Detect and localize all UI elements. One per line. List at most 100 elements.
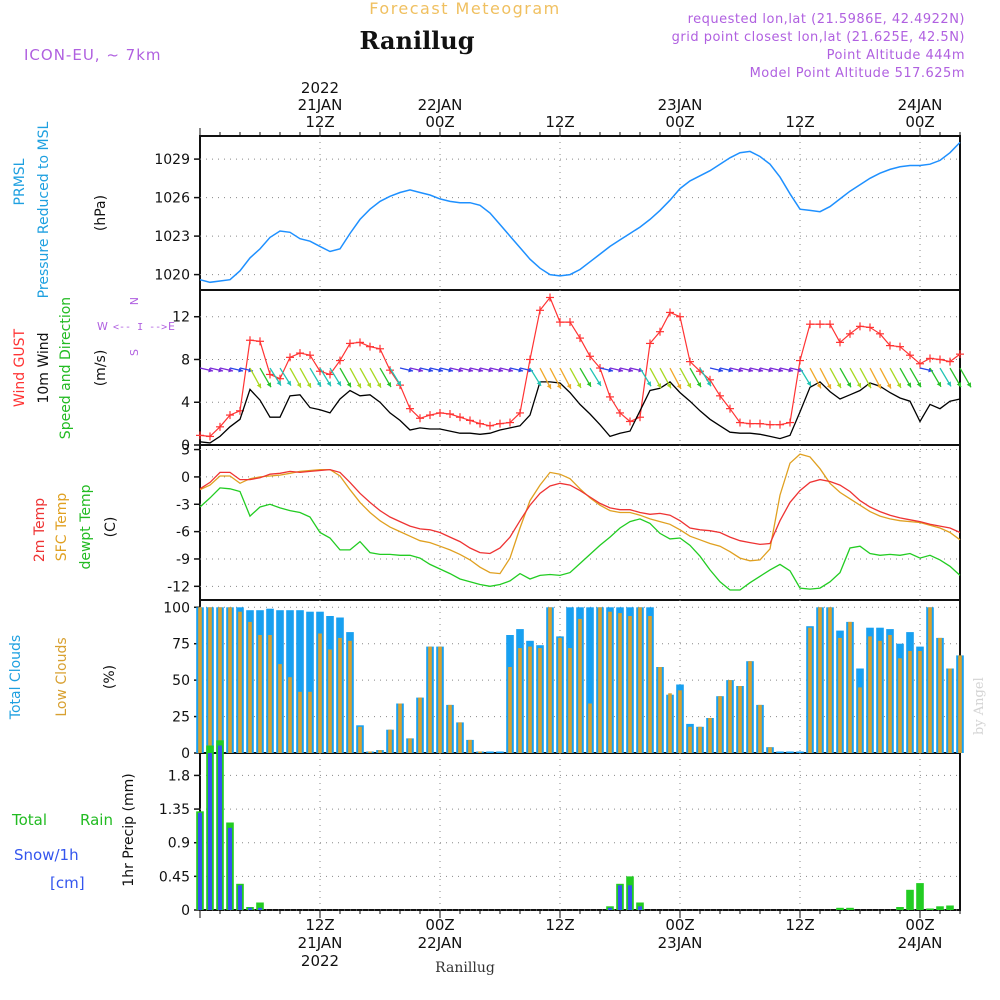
low-cloud-bar bbox=[898, 658, 902, 753]
wind10m-label: 10m Wind bbox=[36, 332, 52, 403]
snow-bar bbox=[628, 885, 632, 910]
compass-glyph: <-- I --> bbox=[113, 322, 167, 333]
snow-bar bbox=[208, 753, 212, 910]
clouds-ytick-label: 50 bbox=[172, 673, 190, 689]
pressure-ytick-label: 1020 bbox=[154, 268, 190, 284]
low-cloud-bar bbox=[468, 740, 472, 753]
low-cloud-bar bbox=[718, 696, 722, 753]
low-cloud-bar bbox=[838, 638, 842, 753]
pressure-ytick-label: 1023 bbox=[154, 229, 190, 245]
low-cloud-bar bbox=[708, 718, 712, 753]
bottom-time-label: 23JAN bbox=[658, 934, 703, 952]
model-label: ICON-EU, ~ 7km bbox=[24, 46, 162, 64]
low-cloud-bar bbox=[448, 705, 452, 753]
low-cloud-bar bbox=[598, 607, 602, 753]
bottom-time-label: 00Z bbox=[425, 916, 454, 934]
product-title: Forecast Meteogram bbox=[369, 0, 560, 18]
pressure-ytick-label: 1026 bbox=[154, 191, 190, 207]
compass-north: N bbox=[128, 297, 141, 305]
low-cloud-bar bbox=[728, 680, 732, 753]
total-precip-bar bbox=[906, 890, 914, 910]
clouds-ytick-label: 75 bbox=[172, 637, 190, 653]
meteogram: Forecast Meteogram Ranillug ICON-EU, ~ 7… bbox=[0, 0, 1000, 1000]
low-cloud-bar bbox=[608, 612, 612, 753]
sfc-temp-label: SFC Temp bbox=[54, 493, 70, 562]
low-cloud-bar bbox=[818, 607, 822, 753]
snow-bar bbox=[248, 908, 252, 910]
low-cloud-bar bbox=[418, 698, 422, 753]
total-precip-bar bbox=[936, 906, 944, 910]
gust-line bbox=[200, 298, 960, 437]
wind-ytick-label: 4 bbox=[181, 395, 190, 411]
low-cloud-bar bbox=[378, 750, 382, 753]
low-cloud-bar bbox=[888, 635, 892, 753]
total-precip-bar bbox=[846, 908, 854, 910]
low-cloud-bar bbox=[548, 607, 552, 753]
temperature-ytick-label: 0 bbox=[181, 470, 190, 486]
low-cloud-bar bbox=[228, 607, 232, 753]
bottom-time-label: 12Z bbox=[305, 916, 334, 934]
top-time-label: 00Z bbox=[665, 113, 694, 131]
low-cloud-bar bbox=[858, 687, 862, 753]
snow-bar bbox=[638, 906, 642, 910]
low-cloud-bar bbox=[618, 613, 622, 753]
low-cloud-bar bbox=[478, 752, 482, 754]
bottom-time-label: 00Z bbox=[665, 916, 694, 934]
snow-bar bbox=[608, 908, 612, 910]
precipitation-ytick-label: 1.35 bbox=[159, 802, 190, 818]
bottom-time-label: 22JAN bbox=[418, 934, 463, 952]
plot-area: 10201023102610290481230-3-6-9-1202550751… bbox=[8, 79, 971, 970]
top-time-label: 23JAN bbox=[658, 96, 703, 114]
low-cloud-bar bbox=[868, 636, 872, 753]
watermark: by Angel bbox=[972, 677, 987, 735]
top-time-label: 24JAN bbox=[898, 96, 943, 114]
pressure-label-prmsl: PRMSL bbox=[12, 158, 28, 205]
requested-coords: requested lon,lat (21.5986E, 42.4922N) bbox=[688, 12, 965, 27]
low-cloud-bar bbox=[308, 692, 312, 753]
location-title: Ranillug bbox=[359, 26, 474, 55]
low-cloud-bar bbox=[738, 686, 742, 753]
low-cloud-bar bbox=[248, 622, 252, 753]
precipitation-ytick-label: 0.9 bbox=[168, 836, 190, 852]
low-cloud-bar bbox=[288, 677, 292, 753]
low-cloud-bar bbox=[808, 628, 812, 753]
low-cloud-bar bbox=[398, 704, 402, 754]
top-time-label: 12Z bbox=[545, 113, 574, 131]
dewpt-line bbox=[200, 488, 960, 590]
snow-bar bbox=[238, 885, 242, 910]
low-cloud-bar bbox=[688, 727, 692, 753]
precipitation-ytick-label: 0 bbox=[181, 903, 190, 919]
low-cloud-bar bbox=[458, 722, 462, 753]
snow-bar bbox=[228, 828, 232, 910]
precip-axis-label: 1hr Precip (mm) bbox=[121, 773, 137, 886]
wind-speed-line bbox=[200, 382, 960, 443]
top-time-label: 22JAN bbox=[418, 96, 463, 114]
sfc-temp-line bbox=[200, 454, 960, 573]
low-cloud-bar bbox=[758, 705, 762, 753]
temperature-ytick-label: -3 bbox=[176, 497, 190, 513]
low-cloud-bar bbox=[438, 647, 442, 753]
low-cloud-bar bbox=[878, 641, 882, 753]
total-cloud-bar bbox=[776, 752, 784, 754]
low-cloud-bar bbox=[268, 635, 272, 753]
precip-total-label: Total bbox=[11, 811, 47, 829]
bottom-time-label: 2022 bbox=[301, 952, 339, 970]
low-cloud-bar bbox=[428, 647, 432, 753]
top-time-label: 12Z bbox=[785, 113, 814, 131]
low-cloud-bar bbox=[368, 752, 372, 754]
low-cloud-bar bbox=[928, 607, 932, 753]
clouds-ytick-label: 0 bbox=[181, 746, 190, 762]
top-time-label: 00Z bbox=[905, 113, 934, 131]
low-cloud-bar bbox=[918, 651, 922, 753]
temperature-ytick-label: -6 bbox=[176, 525, 190, 541]
precip-snow-unit-label: [cm] bbox=[50, 874, 85, 892]
temp-unit-label: (C) bbox=[103, 517, 119, 538]
low-cloud-bar bbox=[388, 730, 392, 753]
low-cloud-bar bbox=[348, 641, 352, 753]
wind-direction-label: Speed and Direction bbox=[58, 297, 74, 439]
wind-panel-frame bbox=[200, 290, 960, 445]
low-cloud-bar bbox=[958, 655, 962, 753]
low-cloud-bar bbox=[408, 738, 412, 753]
low-cloud-bar bbox=[568, 648, 572, 753]
precipitation-ytick-label: 0.45 bbox=[159, 869, 190, 885]
